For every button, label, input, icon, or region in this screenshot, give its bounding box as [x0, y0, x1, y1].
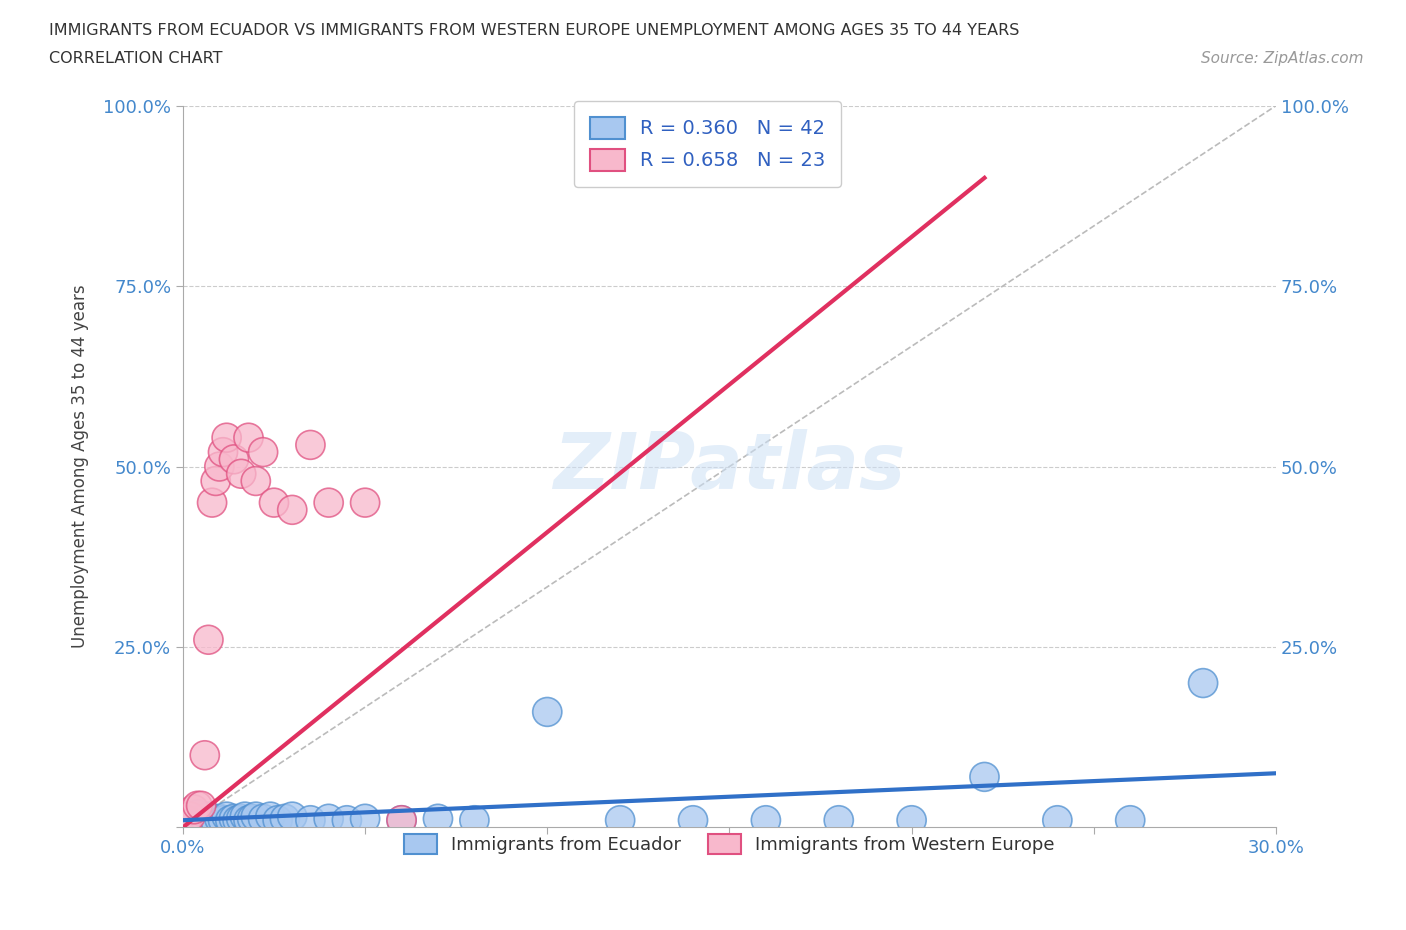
Ellipse shape	[970, 763, 1000, 791]
Ellipse shape	[314, 804, 343, 833]
Ellipse shape	[231, 803, 260, 831]
Ellipse shape	[751, 805, 780, 834]
Ellipse shape	[183, 791, 212, 820]
Ellipse shape	[208, 805, 238, 834]
Text: ZIPatlas: ZIPatlas	[554, 429, 905, 505]
Ellipse shape	[249, 804, 277, 833]
Ellipse shape	[249, 438, 277, 467]
Ellipse shape	[190, 804, 219, 833]
Ellipse shape	[219, 445, 249, 473]
Ellipse shape	[295, 431, 325, 459]
Ellipse shape	[350, 804, 380, 833]
Ellipse shape	[172, 805, 201, 834]
Ellipse shape	[260, 488, 288, 517]
Ellipse shape	[533, 698, 562, 726]
Text: IMMIGRANTS FROM ECUADOR VS IMMIGRANTS FROM WESTERN EUROPE UNEMPLOYMENT AMONG AGE: IMMIGRANTS FROM ECUADOR VS IMMIGRANTS FR…	[49, 23, 1019, 38]
Ellipse shape	[242, 803, 270, 831]
Ellipse shape	[172, 805, 201, 834]
Ellipse shape	[1043, 805, 1071, 834]
Ellipse shape	[215, 805, 245, 834]
Ellipse shape	[1188, 669, 1218, 698]
Ellipse shape	[205, 804, 233, 833]
Ellipse shape	[314, 488, 343, 517]
Ellipse shape	[187, 805, 215, 834]
Ellipse shape	[205, 452, 233, 481]
Ellipse shape	[606, 805, 634, 834]
Ellipse shape	[197, 488, 226, 517]
Ellipse shape	[194, 803, 224, 831]
Ellipse shape	[201, 807, 231, 836]
Ellipse shape	[180, 804, 208, 833]
Ellipse shape	[224, 805, 252, 834]
Ellipse shape	[679, 805, 707, 834]
Ellipse shape	[176, 803, 205, 831]
Ellipse shape	[460, 805, 489, 834]
Text: Source: ZipAtlas.com: Source: ZipAtlas.com	[1201, 51, 1364, 66]
Ellipse shape	[187, 791, 215, 820]
Ellipse shape	[277, 496, 307, 525]
Ellipse shape	[180, 795, 208, 824]
Ellipse shape	[295, 805, 325, 834]
Ellipse shape	[277, 803, 307, 831]
Ellipse shape	[238, 804, 267, 833]
Ellipse shape	[387, 805, 416, 834]
Ellipse shape	[233, 423, 263, 452]
Ellipse shape	[197, 805, 226, 834]
Ellipse shape	[423, 804, 453, 833]
Ellipse shape	[212, 803, 242, 831]
Ellipse shape	[194, 625, 224, 654]
Text: CORRELATION CHART: CORRELATION CHART	[49, 51, 222, 66]
Ellipse shape	[256, 803, 285, 831]
Ellipse shape	[332, 805, 361, 834]
Ellipse shape	[263, 805, 292, 834]
Ellipse shape	[242, 467, 270, 496]
Ellipse shape	[233, 805, 263, 834]
Ellipse shape	[824, 805, 853, 834]
Ellipse shape	[897, 805, 927, 834]
Ellipse shape	[350, 488, 380, 517]
Ellipse shape	[176, 803, 205, 831]
Ellipse shape	[212, 423, 242, 452]
Ellipse shape	[226, 804, 256, 833]
Ellipse shape	[226, 459, 256, 488]
Ellipse shape	[219, 804, 249, 833]
Ellipse shape	[270, 804, 299, 833]
Ellipse shape	[387, 805, 416, 834]
Y-axis label: Unemployment Among Ages 35 to 44 years: Unemployment Among Ages 35 to 44 years	[72, 285, 89, 648]
Ellipse shape	[201, 467, 231, 496]
Legend: Immigrants from Ecuador, Immigrants from Western Europe: Immigrants from Ecuador, Immigrants from…	[389, 819, 1069, 869]
Ellipse shape	[183, 800, 212, 829]
Ellipse shape	[1115, 805, 1144, 834]
Ellipse shape	[208, 438, 238, 467]
Ellipse shape	[190, 741, 219, 770]
